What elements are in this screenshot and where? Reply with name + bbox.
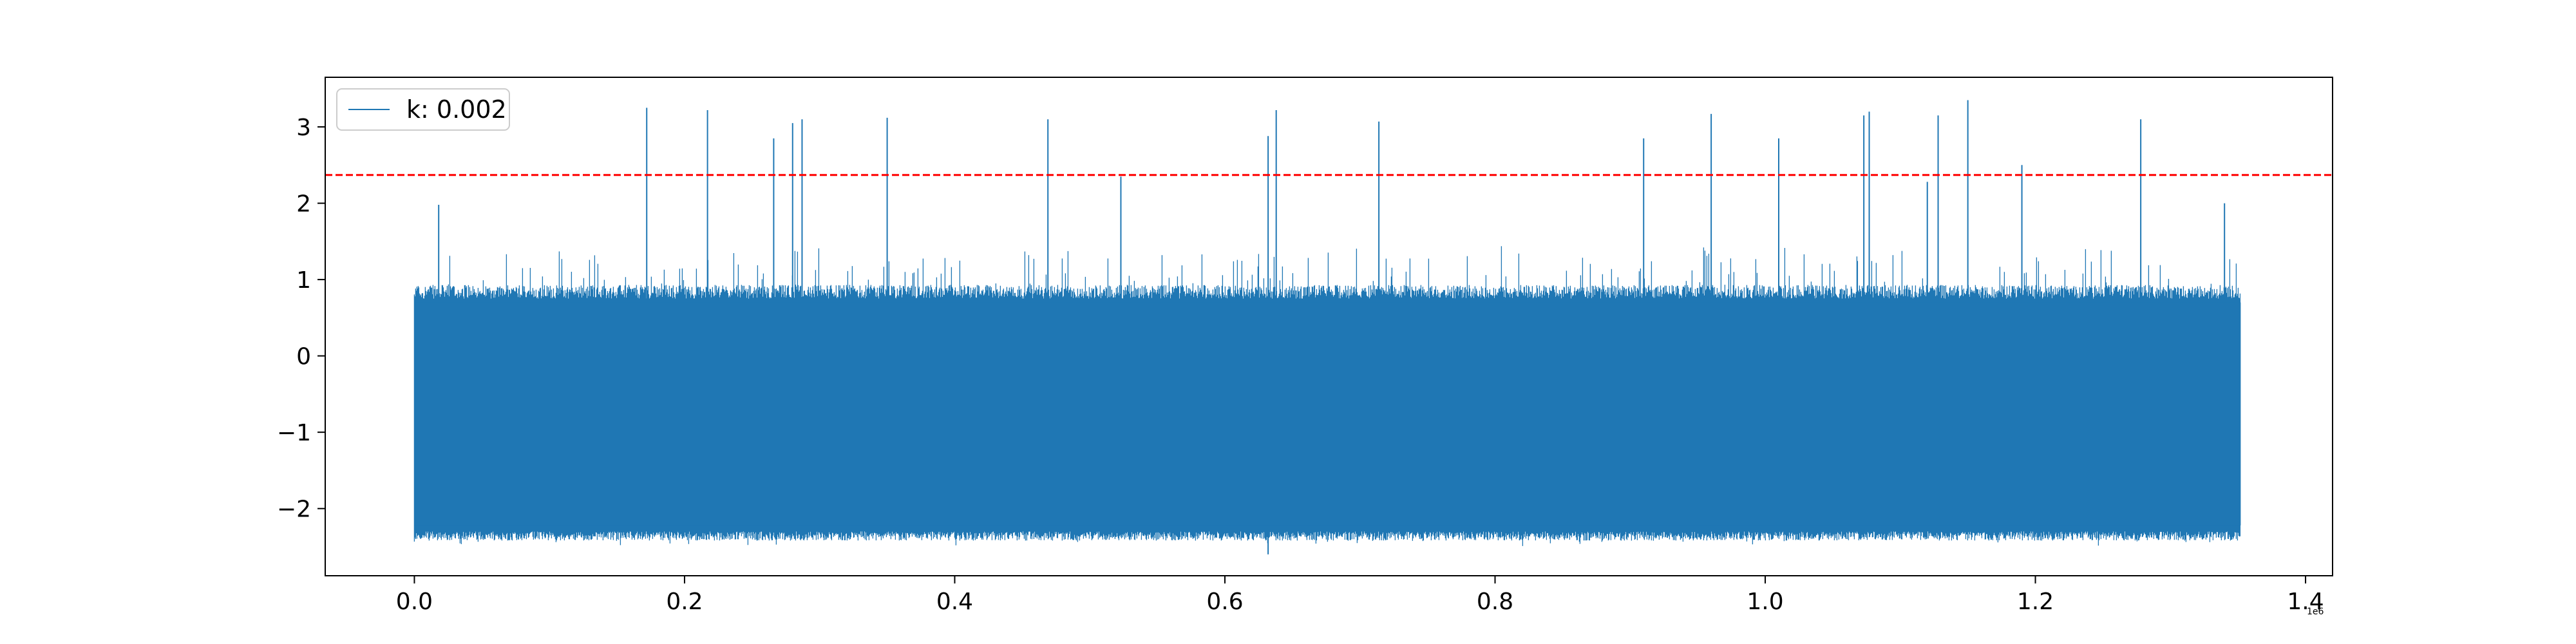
x-tick-label: 1.0 [1747, 589, 1783, 615]
x-axis-offset-label: 1e6 [2307, 607, 2324, 617]
axes-frame [325, 77, 2333, 576]
x-tick-label: 0.0 [396, 589, 433, 615]
x-axis: 0.0 0.2 0.4 0.6 0.8 1.0 1.2 1.4 [396, 576, 2324, 615]
x-tick-label: 0.4 [936, 589, 973, 615]
series-band [414, 302, 2241, 526]
plot-content [413, 100, 2241, 554]
x-tick-label: 0.6 [1206, 589, 1243, 615]
y-tick-label: −1 [277, 420, 311, 446]
y-tick-label: 3 [296, 115, 311, 141]
y-tick-label: 1 [296, 267, 311, 294]
x-tick-label: 1.2 [2017, 589, 2054, 615]
x-tick-label: 0.2 [666, 589, 703, 615]
y-axis: −2 −1 0 1 2 3 [277, 115, 325, 523]
legend-box [336, 88, 510, 131]
y-tick-label: 2 [296, 191, 311, 218]
x-tick-label: 1.4 [2287, 589, 2324, 615]
legend-label: k: 0.002 [406, 95, 507, 124]
y-tick-label: −2 [277, 497, 311, 523]
y-tick-label: 0 [296, 344, 311, 370]
legend: k: 0.002 [336, 88, 510, 131]
x-tick-label: 0.8 [1477, 589, 1513, 615]
